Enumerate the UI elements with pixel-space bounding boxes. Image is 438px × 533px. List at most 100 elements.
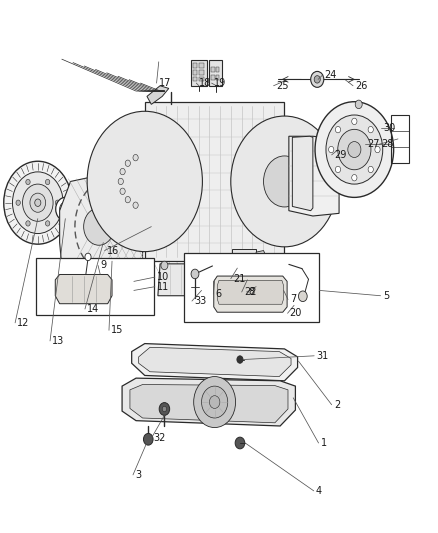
Circle shape	[46, 221, 50, 226]
Circle shape	[315, 102, 394, 197]
Circle shape	[290, 300, 298, 311]
Polygon shape	[55, 274, 112, 304]
Text: 1: 1	[321, 438, 327, 448]
Circle shape	[120, 188, 125, 195]
Circle shape	[84, 208, 114, 245]
Circle shape	[264, 156, 305, 207]
Text: 32: 32	[153, 433, 166, 443]
Circle shape	[162, 406, 166, 411]
Bar	[199, 63, 204, 68]
Circle shape	[4, 161, 72, 244]
Circle shape	[201, 386, 228, 418]
Circle shape	[60, 202, 71, 216]
Circle shape	[22, 184, 53, 221]
Text: 16: 16	[107, 246, 119, 255]
Bar	[193, 63, 197, 68]
Text: 20: 20	[290, 308, 302, 318]
Bar	[193, 77, 197, 82]
Text: 14: 14	[87, 304, 99, 314]
Text: 3: 3	[135, 470, 141, 480]
Circle shape	[30, 193, 46, 212]
Circle shape	[144, 433, 153, 445]
Text: 19: 19	[214, 78, 226, 88]
Circle shape	[336, 126, 341, 133]
Polygon shape	[217, 280, 284, 304]
Circle shape	[218, 261, 225, 270]
Text: 30: 30	[384, 123, 396, 133]
Text: 17: 17	[159, 78, 171, 88]
Text: 24: 24	[325, 70, 337, 80]
Text: 5: 5	[383, 290, 389, 301]
Circle shape	[348, 142, 361, 158]
Bar	[35, 258, 153, 316]
Circle shape	[118, 178, 124, 184]
Circle shape	[159, 402, 170, 415]
Text: 29: 29	[334, 150, 346, 160]
Text: 13: 13	[52, 336, 64, 346]
Text: 6: 6	[215, 289, 222, 299]
Circle shape	[46, 179, 50, 184]
Text: 12: 12	[17, 318, 30, 328]
Circle shape	[55, 200, 60, 205]
Circle shape	[120, 168, 125, 175]
Circle shape	[326, 115, 383, 184]
Text: 27: 27	[367, 139, 380, 149]
Bar	[199, 77, 204, 82]
Circle shape	[133, 202, 138, 208]
Circle shape	[375, 147, 380, 153]
Text: 21: 21	[233, 274, 245, 284]
Text: 15: 15	[111, 325, 124, 335]
Circle shape	[336, 166, 341, 173]
Circle shape	[352, 118, 357, 125]
Circle shape	[338, 130, 371, 169]
Circle shape	[249, 255, 255, 263]
Circle shape	[237, 356, 243, 364]
Text: 9: 9	[100, 261, 106, 270]
Circle shape	[235, 437, 245, 449]
Circle shape	[35, 199, 41, 206]
Polygon shape	[122, 378, 295, 426]
Circle shape	[191, 269, 199, 279]
Bar	[209, 60, 223, 86]
Bar	[191, 60, 207, 86]
Polygon shape	[214, 276, 287, 312]
Text: 18: 18	[198, 78, 211, 88]
Circle shape	[368, 126, 373, 133]
Circle shape	[87, 111, 202, 252]
Circle shape	[233, 255, 240, 263]
Circle shape	[125, 197, 131, 203]
Circle shape	[189, 261, 196, 270]
Bar	[193, 70, 197, 75]
Text: 4: 4	[316, 486, 322, 496]
Text: 10: 10	[157, 272, 169, 282]
Circle shape	[209, 395, 220, 408]
Bar	[216, 75, 219, 80]
Text: 22: 22	[244, 287, 256, 297]
Text: 2: 2	[334, 400, 340, 410]
Circle shape	[311, 71, 324, 87]
Bar	[199, 70, 204, 75]
Circle shape	[26, 221, 30, 226]
Bar	[184, 253, 319, 322]
Text: 26: 26	[355, 81, 367, 91]
Circle shape	[368, 166, 373, 173]
Polygon shape	[158, 264, 230, 296]
Text: 28: 28	[381, 139, 394, 149]
Circle shape	[133, 155, 138, 161]
Circle shape	[26, 179, 30, 184]
Circle shape	[194, 376, 236, 427]
Text: 31: 31	[316, 351, 328, 361]
Bar	[232, 249, 256, 269]
Polygon shape	[256, 251, 267, 266]
Bar	[211, 75, 215, 80]
Polygon shape	[292, 136, 313, 211]
Polygon shape	[289, 136, 339, 216]
Text: 8: 8	[249, 287, 255, 297]
Circle shape	[298, 291, 307, 302]
Bar	[216, 67, 219, 72]
Polygon shape	[139, 348, 291, 376]
Circle shape	[355, 100, 362, 109]
Text: 11: 11	[157, 282, 169, 292]
Polygon shape	[130, 384, 288, 423]
Polygon shape	[145, 102, 285, 261]
